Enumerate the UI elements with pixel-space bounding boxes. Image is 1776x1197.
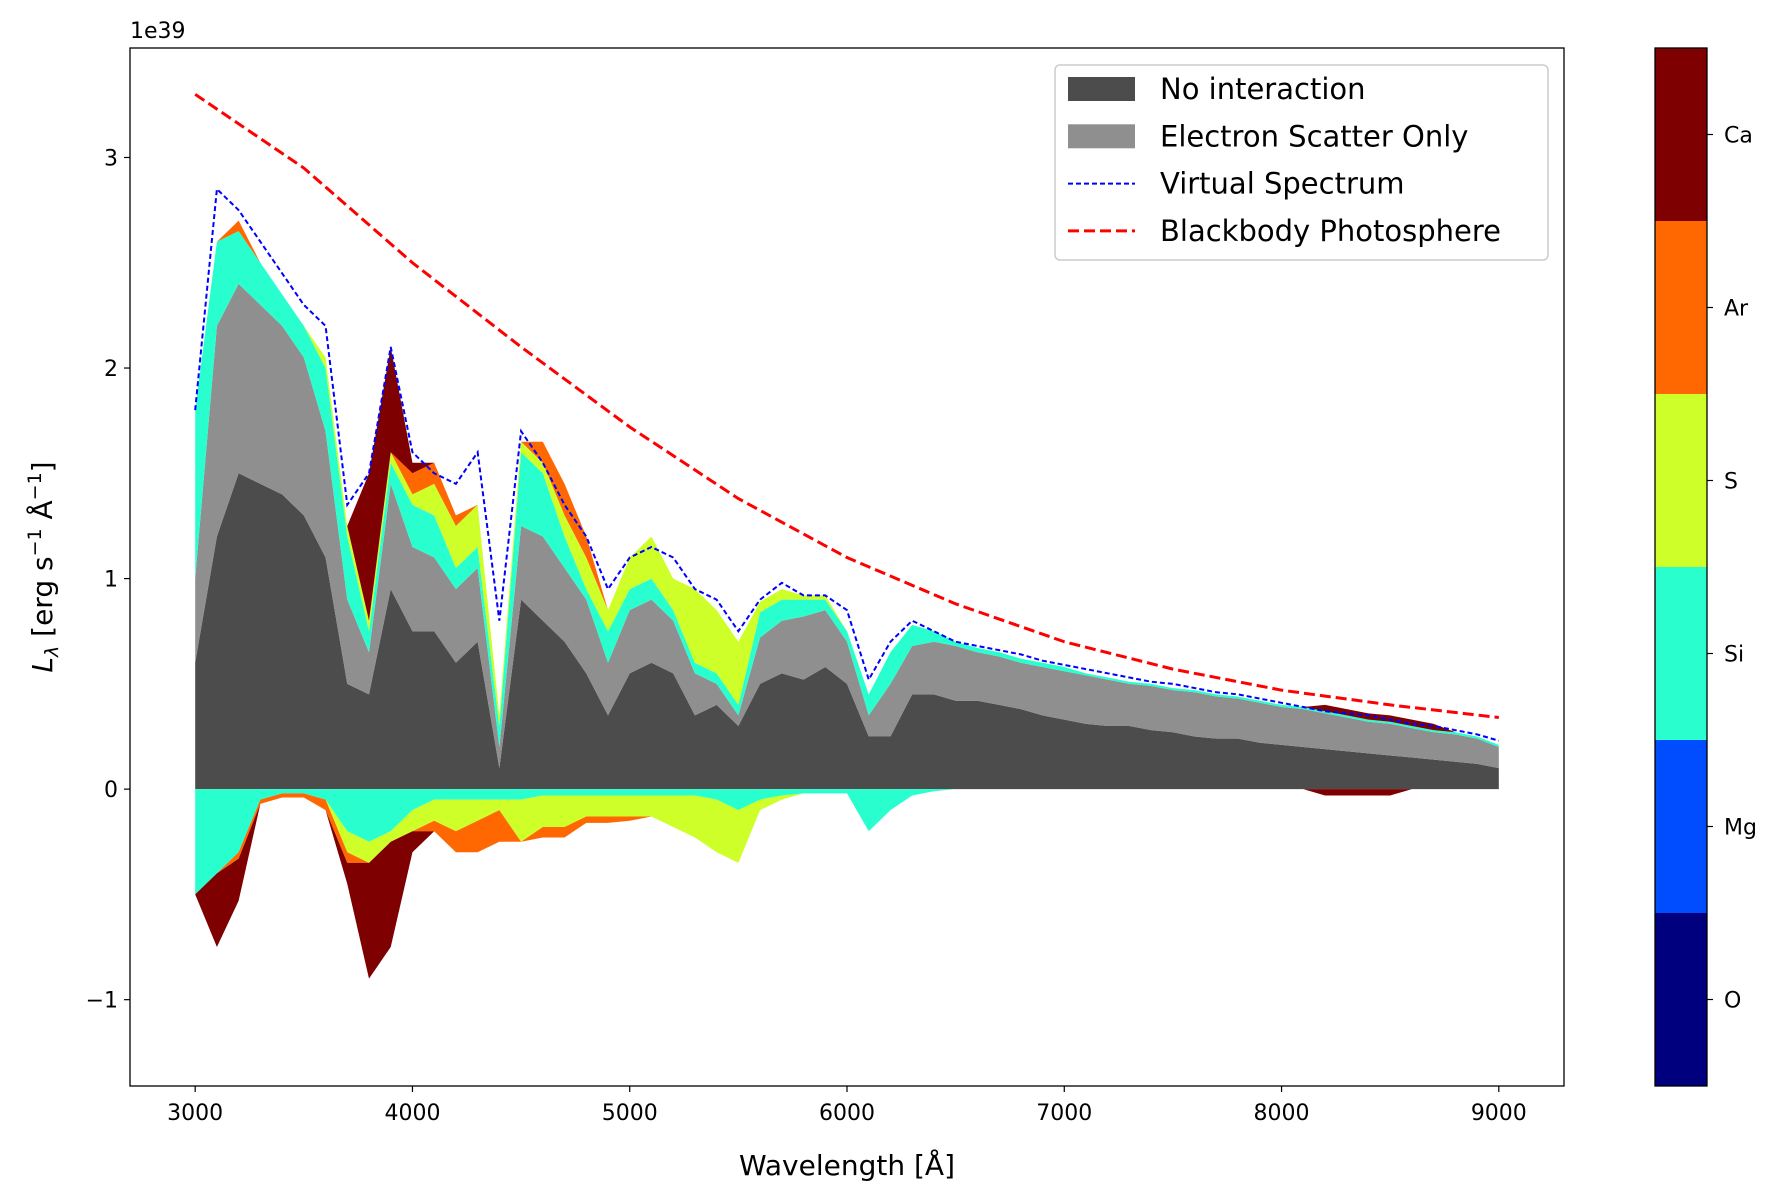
legend-label: Electron Scatter Only — [1160, 119, 1468, 153]
legend-label: Blackbody Photosphere — [1160, 214, 1501, 248]
colorbar-frame — [1654, 47, 1708, 1087]
absorption-area-s — [195, 789, 1499, 895]
y-label-unit-c: ] — [26, 461, 59, 472]
y-axis-label: Lλ [erg s−1 Å−1] — [24, 461, 63, 672]
colorbar-segment-ar — [1655, 221, 1707, 394]
x-tick-label: 9000 — [1471, 1101, 1527, 1126]
y-label-exp-a: −1 — [24, 528, 46, 556]
legend: No interaction Electron Scatter Only Virtu… — [1054, 64, 1549, 261]
legend-item: No interaction — [1068, 72, 1366, 106]
colorbar-label: O — [1724, 989, 1741, 1014]
x-tick-label: 4000 — [384, 1101, 440, 1126]
colorbar-label: Ca — [1724, 124, 1753, 149]
emission-area-electron-scatter-only — [195, 283, 1499, 769]
legend-item: Electron Scatter Only — [1068, 119, 1468, 153]
legend-label: Virtual Spectrum — [1160, 167, 1405, 201]
y-label-main: L — [26, 657, 59, 673]
legend-label: No interaction — [1160, 72, 1366, 106]
y-offset-label: 1e39 — [130, 19, 186, 44]
x-tick-label: 3000 — [167, 1101, 223, 1126]
colorbar-segment-mg — [1655, 740, 1707, 913]
y-tick-label: 2 — [104, 357, 118, 382]
legend-box — [1054, 64, 1549, 261]
x-tick-label: 6000 — [819, 1101, 875, 1126]
colorbar-segment-si — [1655, 567, 1707, 740]
colorbar-segment-s — [1655, 394, 1707, 567]
legend-item: Virtual Spectrum — [1068, 167, 1405, 201]
y-label-unit-b: Å — [25, 500, 59, 528]
absorption-area-ar — [195, 789, 1499, 895]
colorbar-segment-o — [1655, 913, 1707, 1086]
y-tick-label: 3 — [104, 146, 118, 171]
y-label-exp-b: −1 — [24, 472, 46, 500]
colorbar-segment-ca — [1655, 48, 1707, 221]
y-label-unit-a: [erg s — [26, 556, 59, 645]
svg-text:Lλ [erg s−1 Å−1]: Lλ [erg s−1 Å−1] — [24, 461, 63, 672]
virtual-spectrum-line — [194, 186, 1500, 742]
x-tick-label: 8000 — [1254, 1101, 1310, 1126]
colorbar-label: S — [1724, 470, 1738, 495]
blackbody-line — [194, 93, 1499, 720]
colorbar-label: Si — [1724, 643, 1744, 668]
legend-item: Blackbody Photosphere — [1068, 214, 1501, 248]
legend-swatch — [1068, 77, 1135, 101]
x-axis-label: Wavelength [Å] — [739, 1148, 955, 1182]
colorbar-label: Mg — [1724, 816, 1757, 841]
y-tick-label: −1 — [86, 989, 118, 1014]
y-tick-label: 1 — [104, 568, 118, 593]
colorbar-label: Ar — [1724, 297, 1749, 322]
x-tick-label: 5000 — [602, 1101, 658, 1126]
x-tick-label: 7000 — [1036, 1101, 1092, 1126]
y-label-sub: λ — [41, 646, 63, 658]
emission-area-no-interaction — [195, 473, 1499, 790]
legend-swatch — [1068, 124, 1135, 149]
y-tick-label: 0 — [104, 778, 118, 803]
plot-area — [194, 93, 1500, 979]
